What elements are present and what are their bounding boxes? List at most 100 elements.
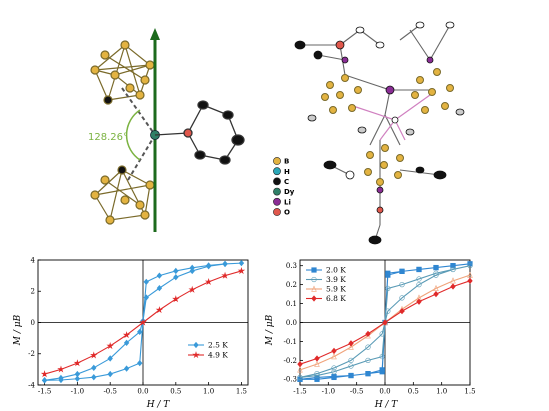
chart-left-series-0 bbox=[41, 259, 245, 384]
chart-right-legend-marker bbox=[311, 267, 317, 273]
chart-left-data-point bbox=[156, 284, 163, 292]
chart-left-data-point bbox=[172, 295, 180, 303]
chart-left-data-point bbox=[173, 274, 179, 281]
thf-ligand bbox=[154, 100, 245, 165]
chart-left-data-point bbox=[58, 376, 64, 384]
chart-left: M / μB H / T -1.5 -1.0 -0.5 0.0 0.5 1.0 1.5 -4 -… bbox=[13, 256, 249, 410]
chart-right-data-point bbox=[450, 263, 456, 269]
angle-arc bbox=[125, 109, 141, 161]
chart-left-legend-marker bbox=[192, 351, 200, 359]
chart-right-legend-label: 5.9 K bbox=[326, 285, 346, 294]
chart-left-legend-label: 2.5 K bbox=[208, 341, 228, 350]
chart-left-xtick-label: 0.0 bbox=[137, 388, 148, 396]
chart-right-data-point bbox=[433, 264, 439, 271]
chart-right-legend-label: 3.9 K bbox=[326, 275, 346, 284]
chart-right-data-point bbox=[348, 343, 354, 350]
chart-left-data-point bbox=[139, 318, 147, 326]
carborane-cage-bottom bbox=[90, 165, 155, 225]
chart-right-data-point bbox=[331, 353, 337, 360]
chart-left-data-point bbox=[122, 331, 131, 339]
chart-right-data-point bbox=[331, 365, 337, 371]
chart-right-data-point bbox=[314, 355, 320, 362]
chart-right-data-point bbox=[433, 270, 439, 276]
chart-right-data-point bbox=[467, 271, 473, 278]
chart-right-data-point bbox=[416, 266, 422, 273]
chart-right-series-0 bbox=[297, 261, 473, 382]
chart-left-ytick-label: 2 bbox=[31, 288, 35, 296]
chart-right-legend-marker bbox=[311, 285, 317, 292]
molecule-left-panel: 128.26° bbox=[88, 28, 245, 232]
chart-left-data-point bbox=[137, 359, 143, 367]
chart-left-data-point bbox=[41, 377, 48, 384]
chart-right-xtick-label: 0.5 bbox=[408, 388, 419, 396]
chart-left-ytick-label: -2 bbox=[28, 350, 35, 358]
chart-right-data-point bbox=[416, 282, 422, 288]
chart-right-data-point bbox=[297, 374, 303, 381]
chart-left-legend: 2.5 K4.9 K bbox=[188, 341, 228, 360]
chart-right-legend-label: 2.0 K bbox=[326, 266, 346, 275]
chart-right-data-point bbox=[297, 361, 303, 368]
chart-right-data-point bbox=[365, 344, 371, 350]
chart-left-ytick-label: -4 bbox=[28, 381, 35, 389]
chart-right-legend-label: 6.8 K bbox=[326, 294, 346, 303]
chart-right-legend-marker bbox=[311, 276, 317, 283]
chart-right-data-point bbox=[365, 371, 371, 377]
chart-left-data-point bbox=[237, 267, 246, 275]
chart-right-data-point bbox=[433, 284, 439, 292]
chart-right-data-point bbox=[399, 282, 405, 288]
chart-left-data-point bbox=[123, 339, 130, 346]
chart-right-data-point bbox=[348, 372, 354, 379]
chart-right-ytick-label: 0.2 bbox=[286, 281, 297, 289]
chart-left-xtick-label: -1.5 bbox=[38, 388, 52, 396]
chart-left-data-point bbox=[40, 370, 49, 378]
chart-right-xlabel: H / T bbox=[374, 400, 399, 410]
bond-network bbox=[300, 24, 451, 241]
chart-left-ytick-label: 0 bbox=[31, 319, 35, 327]
chart-right-data-point bbox=[379, 367, 385, 373]
chart-right-data-point bbox=[331, 347, 337, 355]
chart-left-xtick-label: -1.0 bbox=[71, 388, 85, 396]
chart-left-data-point bbox=[155, 306, 164, 314]
legend-label-li: Li bbox=[284, 198, 291, 206]
chart-right-data-point bbox=[450, 277, 456, 284]
chart-right-data-point bbox=[314, 371, 320, 377]
chart-right-data-point bbox=[379, 331, 385, 337]
chart-left-series-1 bbox=[40, 267, 246, 378]
chart-right-data-point bbox=[385, 285, 391, 292]
chart-left-data-point bbox=[91, 374, 97, 381]
legend-swatch-c bbox=[273, 177, 281, 186]
chart-right-data-point bbox=[348, 363, 354, 369]
chart-right-xtick-label: 1.5 bbox=[464, 388, 475, 396]
chart-left-data-point bbox=[123, 365, 130, 372]
chart-left-data-point bbox=[137, 328, 143, 336]
chart-right-xtick-label: -0.5 bbox=[350, 388, 364, 396]
element-legend: BHC Dy Li O bbox=[273, 157, 295, 217]
chart-right-data-point bbox=[297, 366, 303, 373]
chart-right-data-point bbox=[379, 353, 385, 360]
chart-left-data-point bbox=[143, 294, 149, 301]
legend-label-dy: Dy bbox=[284, 188, 295, 196]
chart-right-ytick-label: 0.3 bbox=[286, 262, 297, 270]
chart-left-data-point bbox=[91, 364, 97, 371]
chart-left-data-point bbox=[221, 271, 229, 279]
chart-right-ytick-label: -0.2 bbox=[284, 357, 298, 365]
chart-left-data-point bbox=[57, 365, 65, 373]
legend-swatch-b bbox=[273, 157, 281, 165]
carborane-cage-top bbox=[90, 40, 155, 105]
chart-right-series-1 bbox=[297, 263, 473, 381]
cage-right bbox=[411, 68, 454, 114]
chart-right-data-point bbox=[399, 307, 405, 315]
chart-left-xtick-label: 0.5 bbox=[170, 388, 181, 396]
chart-right-xtick-label: -1.5 bbox=[293, 388, 307, 396]
chart-left-xlabel: H / T bbox=[146, 400, 171, 410]
chart-right-data-point bbox=[348, 340, 354, 347]
legend-label-c: C bbox=[284, 178, 289, 186]
chart-left-data-point bbox=[156, 272, 163, 279]
legend-swatch-li bbox=[273, 197, 281, 206]
chart-right-data-point bbox=[314, 360, 320, 367]
chart-right-data-point bbox=[433, 272, 439, 278]
legend-swatch-o bbox=[273, 208, 281, 216]
legend-swatch-dy bbox=[273, 187, 281, 196]
chart-right-series-3 bbox=[297, 277, 473, 368]
